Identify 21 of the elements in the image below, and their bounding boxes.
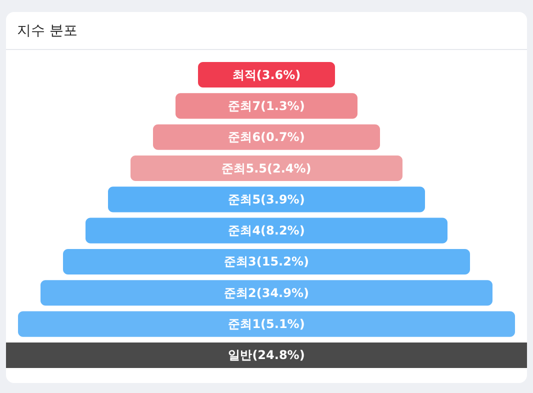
data-label: (1.3%) xyxy=(260,98,305,113)
data-label: (5.1%) xyxy=(260,317,305,332)
data-label: (2.4%) xyxy=(267,161,312,176)
data-label: (24.8%) xyxy=(252,348,305,362)
category-label: 준최5 xyxy=(228,192,261,206)
category-label: 준최4 xyxy=(228,224,261,238)
category-label: 준최6 xyxy=(228,130,261,144)
data-label: (3.6%) xyxy=(256,68,301,82)
category-label: 준최5.5 xyxy=(222,161,268,176)
category-label: 준최3 xyxy=(224,254,256,269)
category-label: 준최7 xyxy=(228,98,261,113)
text: 지수 분포 xyxy=(6,12,527,50)
data-label: (8.2%) xyxy=(260,224,305,238)
data-label: (3.9%) xyxy=(260,192,305,206)
category-label: 준최2 xyxy=(224,286,256,300)
category-label: 준최1 xyxy=(228,317,261,332)
data-label: (34.9%) xyxy=(256,286,309,300)
data-label: (15.2%) xyxy=(256,254,309,269)
data-label: (0.7%) xyxy=(260,130,305,144)
category-label: 일반 xyxy=(228,348,252,362)
category-label: 최적 xyxy=(232,68,256,82)
